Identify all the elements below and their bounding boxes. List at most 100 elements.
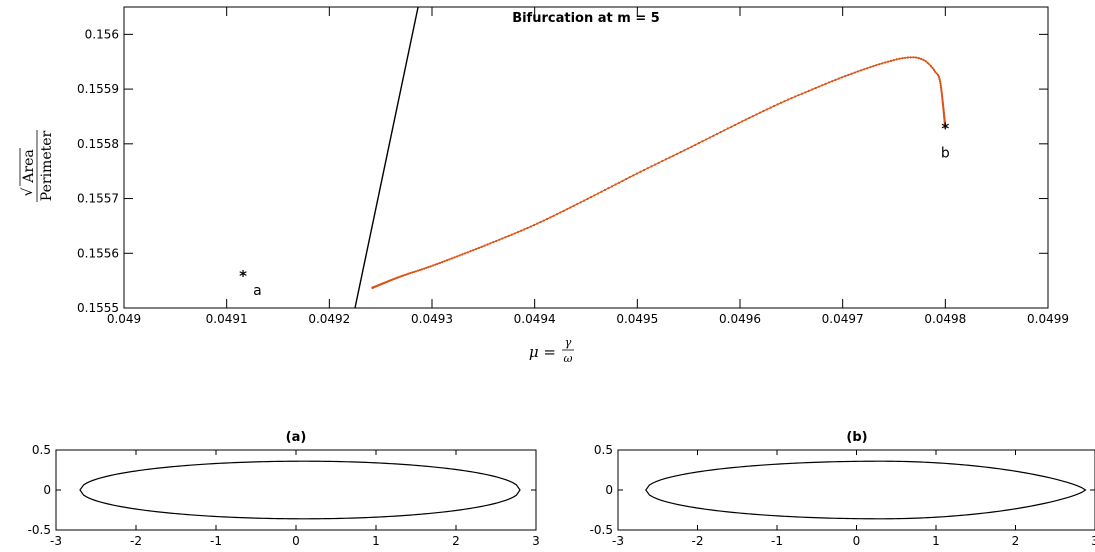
branch-point [455,255,459,258]
branch-point [416,269,420,272]
sub-a-contour [79,460,521,520]
branch-point [737,122,740,125]
branch-point [603,188,607,192]
subplot-b-shape [645,460,1087,520]
branch-point [762,109,765,113]
main-series [354,7,947,308]
main-x-tick-label: 0.0497 [822,312,864,326]
branch-point [614,183,617,186]
point-b-label: b [941,145,950,161]
branch-point [441,260,444,264]
branch-point [940,93,943,96]
branch-point [675,152,679,156]
branch-point [751,115,754,118]
branch-point [607,187,610,190]
subplot-a-axes [55,449,537,531]
branch-point [549,216,552,219]
branch-point [617,181,621,184]
branch-point [914,56,918,59]
branch-point [411,271,414,274]
branch-point [418,268,422,272]
branch-point [790,97,793,100]
main-x-tick-label: 0.0494 [514,312,556,326]
branch-point [486,243,489,246]
branch-point [593,194,596,197]
branch-point [895,58,898,61]
branch-point [679,151,682,154]
y-axis-label-numerator: Area [21,149,37,183]
branch-point [559,211,562,214]
branch-point [427,266,430,269]
branch-point [697,141,700,145]
branch-point [892,59,895,62]
main-x-tick-label: 0.0491 [206,312,248,326]
branch-point [804,91,807,94]
branch-point [579,201,582,204]
branch-point [904,56,907,59]
branch-point [576,202,579,206]
branch-curve [372,56,946,289]
branch-point [814,86,817,90]
branch-point [719,131,722,134]
subplot-a-title: (a) [286,430,307,445]
branch-point [726,127,729,130]
branch-point [827,81,831,84]
branch-point [523,228,526,231]
branch-point [520,229,523,232]
main-x-tick-label: 0.0493 [411,312,453,326]
branch-point [569,206,572,209]
main-y-tick-label: 0.1555 [77,301,119,315]
branch-point [853,71,856,74]
branch-point [492,241,495,244]
branch-point [420,268,424,271]
branch-point [472,249,475,252]
branch-point [600,190,603,193]
branch-point [536,222,539,225]
branch-point [453,256,456,259]
branch-point [712,134,715,137]
main-x-tick-label: 0.0498 [924,312,966,326]
sub-b-y-tick-label: -0.5 [590,523,613,537]
branch-point [856,70,859,73]
branch-point [402,274,405,277]
branch-point [489,242,492,245]
main-y-tick-label: 0.1558 [77,137,119,151]
subplot-a-shape [79,460,521,520]
branch-point [847,73,850,76]
x-axis-label: μ = γ ω [529,336,574,365]
branch-point [694,143,697,147]
branch-point [912,56,915,59]
branch-point [565,208,569,211]
branch-point [532,224,536,227]
branch-point [504,236,507,239]
main-annotations: * a * b [239,119,950,299]
branch-point [448,258,451,261]
branch-point [878,63,881,66]
branch-point [458,254,461,257]
sub-a-x-tick-label: 3 [532,534,540,548]
branch-point [783,100,786,103]
branch-point [545,217,549,221]
branch-point [940,91,943,94]
sub-b-y-tick-label: 0 [605,483,613,497]
branch-point [683,149,686,152]
branch-point [715,132,719,136]
branch-point [866,67,869,70]
main-x-tick-label: 0.049 [107,312,141,326]
sub-b-x-tick-label: -3 [612,534,624,548]
branch-point [414,270,418,273]
branch-point [869,66,872,69]
sub-a-x-tick-label: 2 [452,534,460,548]
sub-a-x-tick-label: -1 [210,534,222,548]
branch-point [628,176,631,179]
branch-point [589,196,593,199]
branch-point [596,192,600,195]
subplot-a: (a) -3 -2 -1 0 1 2 3 -0.5 0 0.5 [28,430,540,548]
sub-a-x-tick-label: 1 [372,534,380,548]
branch-point [941,98,944,101]
subplot-b: (b) -3 -2 -1 0 1 2 3 -0.5 0 0.5 [590,430,1095,548]
branch-point [436,262,439,265]
branch-point [755,113,758,116]
branch-point [466,251,469,254]
